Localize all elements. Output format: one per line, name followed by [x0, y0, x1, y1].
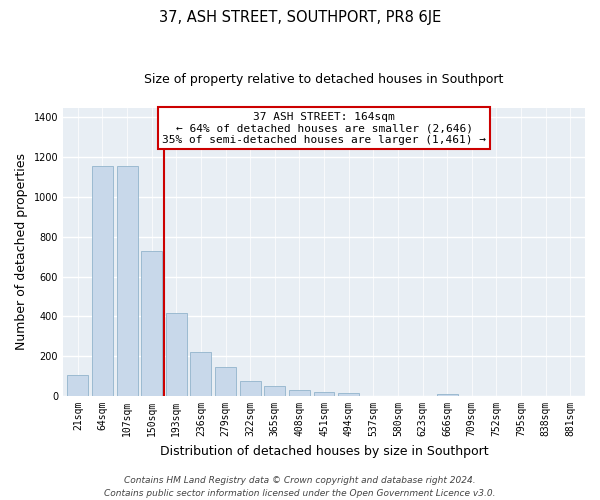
- Text: 37 ASH STREET: 164sqm
← 64% of detached houses are smaller (2,646)
35% of semi-d: 37 ASH STREET: 164sqm ← 64% of detached …: [162, 112, 486, 145]
- Bar: [289, 390, 310, 396]
- Text: Contains HM Land Registry data © Crown copyright and database right 2024.
Contai: Contains HM Land Registry data © Crown c…: [104, 476, 496, 498]
- Bar: [338, 393, 359, 396]
- X-axis label: Distribution of detached houses by size in Southport: Distribution of detached houses by size …: [160, 444, 488, 458]
- Bar: [116, 166, 137, 396]
- Bar: [314, 392, 334, 396]
- Bar: [215, 367, 236, 396]
- Bar: [437, 394, 458, 396]
- Bar: [166, 314, 187, 396]
- Text: 37, ASH STREET, SOUTHPORT, PR8 6JE: 37, ASH STREET, SOUTHPORT, PR8 6JE: [159, 10, 441, 25]
- Bar: [67, 375, 88, 396]
- Bar: [141, 251, 162, 396]
- Bar: [92, 166, 113, 396]
- Y-axis label: Number of detached properties: Number of detached properties: [15, 154, 28, 350]
- Bar: [190, 352, 211, 396]
- Bar: [239, 381, 260, 396]
- Bar: [265, 386, 285, 396]
- Title: Size of property relative to detached houses in Southport: Size of property relative to detached ho…: [145, 72, 504, 86]
